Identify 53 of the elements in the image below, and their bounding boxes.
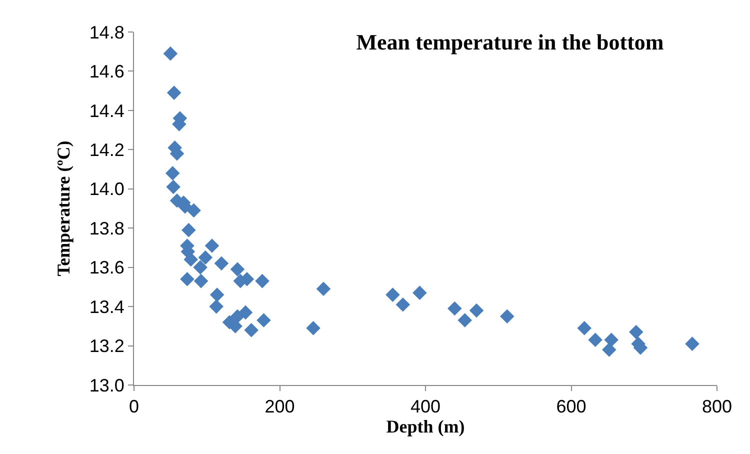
x-tick-label: 0 (128, 396, 140, 417)
point (166, 180, 180, 194)
x-tick-label: 200 (264, 396, 295, 417)
point (255, 274, 270, 288)
point (604, 332, 618, 348)
point (165, 166, 180, 180)
point (588, 332, 602, 348)
y-tick-label: 14.8 (89, 22, 124, 42)
point (458, 313, 472, 328)
point (184, 252, 198, 267)
y-tick-label: 13.2 (89, 336, 124, 356)
x-tick-label: 800 (702, 396, 732, 417)
y-tick-label: 13.6 (89, 258, 124, 278)
point (685, 336, 700, 351)
point (316, 282, 331, 296)
point (238, 305, 253, 320)
chart-title: Mean temperature in the bottom (356, 29, 664, 54)
point (182, 222, 196, 238)
point (412, 286, 427, 300)
y-tick-label: 14.2 (89, 140, 124, 160)
point (577, 320, 592, 336)
point (256, 313, 271, 328)
x-tick-label: 400 (410, 396, 441, 417)
x-axis-title: Depth (m) (386, 416, 465, 437)
point (386, 288, 400, 302)
point (396, 297, 410, 312)
point (602, 342, 616, 357)
point (214, 256, 229, 271)
point (166, 86, 182, 100)
y-axis-title: Temperature (ºC) (54, 140, 74, 276)
point (194, 274, 208, 288)
point (198, 250, 213, 265)
point (628, 324, 644, 340)
point (210, 288, 224, 302)
point (186, 203, 201, 218)
point (244, 322, 258, 338)
y-tick-label: 14.6 (89, 62, 124, 82)
point (180, 272, 194, 286)
point (163, 46, 178, 61)
x-tick-label: 600 (556, 396, 586, 417)
point (469, 303, 484, 318)
point (448, 301, 462, 316)
point (230, 262, 245, 276)
y-tick-label: 13.4 (89, 296, 124, 317)
point (209, 299, 224, 314)
y-tick-label: 14.4 (89, 100, 124, 121)
point (193, 260, 208, 274)
point (306, 320, 320, 336)
y-tick-label: 13.0 (89, 375, 124, 396)
point (500, 309, 514, 324)
y-tick-label: 13.8 (89, 218, 124, 238)
point (204, 238, 220, 253)
y-tick-label: 14.0 (89, 179, 124, 200)
